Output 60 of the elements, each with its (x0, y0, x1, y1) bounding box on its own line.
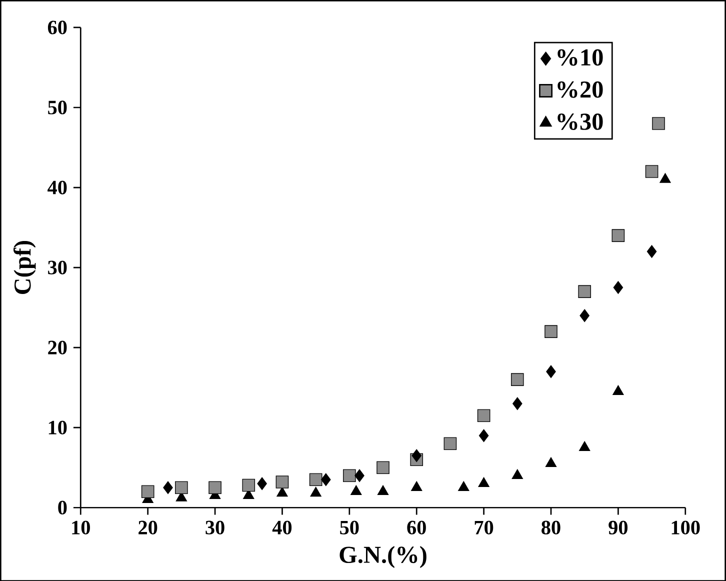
y-tick-label: 20 (48, 340, 67, 354)
x-tick-label: 100 (672, 520, 700, 534)
x-tick-label: 70 (474, 520, 494, 534)
point (546, 364, 556, 378)
point (612, 228, 625, 242)
y-tick-label: 10 (48, 420, 67, 434)
point (510, 372, 524, 386)
x-tick-label: 10 (72, 520, 90, 534)
point (354, 468, 364, 482)
point (175, 481, 188, 494)
point (376, 460, 390, 474)
point (310, 486, 322, 496)
point (512, 468, 523, 479)
point (579, 440, 590, 451)
y-axis-title: C(pf) (13, 240, 36, 294)
point (544, 324, 558, 338)
x-tick-label: 80 (542, 520, 560, 534)
x-tick-label: 30 (206, 520, 224, 534)
point (646, 244, 657, 258)
y-tick-label: 40 (48, 180, 67, 194)
point (350, 484, 362, 495)
point (276, 486, 288, 496)
point (208, 481, 222, 494)
x-tick-label: 20 (138, 520, 158, 534)
x-axis-title: G.N.(%) (340, 546, 426, 568)
point (478, 428, 489, 442)
point (458, 481, 470, 491)
point (377, 484, 389, 495)
point (613, 280, 624, 294)
point (512, 396, 522, 410)
point (412, 448, 422, 462)
point (309, 472, 322, 486)
point (612, 384, 624, 395)
point (343, 468, 356, 482)
point (478, 476, 490, 487)
x-tick-label: 90 (608, 520, 628, 534)
point (580, 308, 590, 322)
x-tick-label: 60 (407, 520, 426, 534)
y-tick-label: 60 (48, 20, 67, 34)
point (645, 164, 658, 178)
legend-label: %20 (558, 81, 603, 98)
point (545, 456, 557, 467)
point (321, 472, 331, 486)
point (444, 436, 457, 450)
legend-label: %30 (558, 113, 603, 130)
x-tick-label: 40 (272, 520, 292, 534)
y-tick-label: 0 (58, 500, 67, 514)
point (141, 484, 154, 498)
point (652, 116, 665, 130)
x-tick-label: 50 (340, 520, 359, 534)
point (257, 476, 267, 490)
legend-label: %10 (558, 49, 603, 66)
point (477, 408, 490, 422)
y-tick-label: 50 (48, 100, 67, 114)
point (411, 481, 422, 491)
point (242, 478, 256, 492)
point (276, 475, 289, 488)
point (578, 284, 591, 298)
y-tick-label: 30 (48, 260, 67, 274)
point (163, 481, 173, 494)
